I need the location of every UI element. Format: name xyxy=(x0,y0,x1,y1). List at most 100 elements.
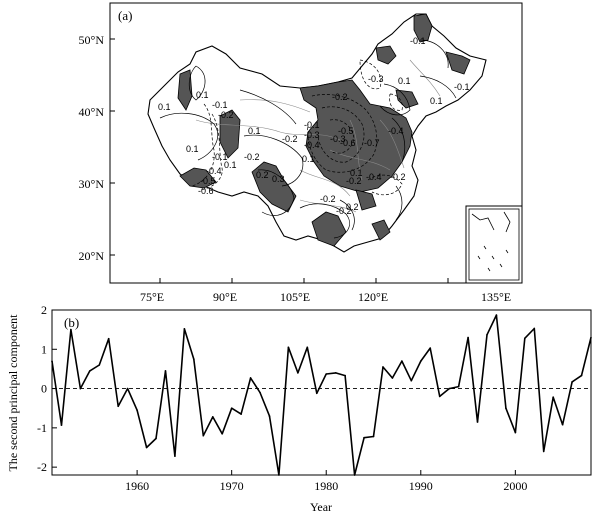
data-point xyxy=(571,381,573,383)
data-point xyxy=(590,336,592,339)
lon-tick-label: 105°E xyxy=(280,290,310,304)
x-tick-label: 1980 xyxy=(314,479,338,493)
contour-label: 0.1 xyxy=(224,160,237,170)
data-point xyxy=(344,374,346,377)
shaded-region xyxy=(299,79,413,193)
contour-line xyxy=(188,65,206,101)
data-point xyxy=(353,474,356,476)
shaded-region xyxy=(371,219,391,241)
map-lon-axis: 75°E 90°E 105°E 120°E 135°E xyxy=(140,278,511,304)
data-point xyxy=(524,337,526,340)
pc-panel: (b) -2 -1 0 1 2 1960 1970 1980 1990 2000 Year Th… xyxy=(6,303,592,514)
contour-label: 0.1 xyxy=(158,102,171,112)
shaded-region xyxy=(355,189,377,211)
data-point xyxy=(306,346,309,349)
contour-label: -0.5 xyxy=(200,176,216,186)
contour-line xyxy=(257,169,295,216)
data-point xyxy=(580,374,583,377)
contour-label: -0.4 xyxy=(206,166,222,176)
contour-label: 0.1 xyxy=(350,168,363,178)
lat-tick-label: 30°N xyxy=(79,177,105,191)
data-point xyxy=(561,423,564,426)
contour-line xyxy=(199,113,223,191)
contour-label: -0.6 xyxy=(198,186,214,196)
lat-tick-label: 40°N xyxy=(79,105,105,119)
shaded-region xyxy=(395,89,419,109)
pc2-series-points xyxy=(51,314,592,476)
data-point xyxy=(249,377,252,379)
lat-tick-label: 20°N xyxy=(79,249,105,263)
province-border xyxy=(379,119,405,169)
data-point xyxy=(126,387,129,390)
contour-line xyxy=(243,134,304,187)
province-border xyxy=(299,169,351,197)
data-point xyxy=(60,424,63,426)
data-point xyxy=(429,347,432,349)
contour-label: 0.1 xyxy=(186,144,199,154)
contour-label: -0.5 xyxy=(338,126,354,136)
data-point xyxy=(117,405,119,408)
data-point xyxy=(391,377,394,379)
lon-tick-label: 120°E xyxy=(358,290,388,304)
contour-label: -0.1 xyxy=(304,120,320,130)
data-point xyxy=(155,437,157,440)
y-tick-label: 0 xyxy=(41,382,47,396)
data-point xyxy=(193,358,195,360)
x-tick-label: 2000 xyxy=(503,479,527,493)
lon-tick-label: 75°E xyxy=(140,290,164,304)
contour-line xyxy=(391,117,406,163)
contour-label: -0.3 xyxy=(368,74,384,84)
data-point xyxy=(297,372,299,374)
contour-line xyxy=(317,106,365,163)
y-axis-label: The second principal component xyxy=(6,314,20,472)
data-point xyxy=(410,379,413,382)
y-tick-label: 1 xyxy=(41,342,47,356)
y-tick-label: 2 xyxy=(41,303,47,317)
south-china-sea-inset xyxy=(465,205,523,284)
contour-label: 0.1 xyxy=(302,154,315,164)
x-axis-label: Year xyxy=(310,500,332,514)
contour-label: 0.2 xyxy=(346,202,359,212)
data-point xyxy=(401,360,403,362)
negative-shading xyxy=(177,13,471,247)
shaded-region xyxy=(375,45,397,65)
data-point xyxy=(183,328,186,330)
data-point xyxy=(164,370,167,372)
contour-label: 0.1 xyxy=(248,126,261,136)
x-tick-label: 1960 xyxy=(125,479,149,493)
data-point xyxy=(552,396,554,399)
contour-line xyxy=(379,83,411,116)
pc2-series-line xyxy=(51,314,592,476)
data-point xyxy=(514,431,517,434)
lon-tick-label: 90°E xyxy=(213,290,237,304)
contour-label: -0.1 xyxy=(212,100,228,110)
data-point xyxy=(268,415,271,417)
shaded-region xyxy=(413,13,433,43)
data-point xyxy=(382,366,384,368)
contour-label: 0.1 xyxy=(398,76,411,86)
x-axis: 1960 1970 1980 1990 2000 xyxy=(125,470,527,493)
contour-line xyxy=(339,199,355,231)
contour-label: -0.2 xyxy=(218,110,234,120)
contour-label: -0.4 xyxy=(388,126,404,136)
contour-line xyxy=(239,89,297,125)
contour-label: -0.2 xyxy=(332,92,348,102)
data-point xyxy=(230,407,233,410)
data-point xyxy=(107,337,110,340)
data-point xyxy=(315,392,318,395)
contour-line xyxy=(367,174,403,196)
contour-label: -0.2 xyxy=(390,172,406,182)
contour-line xyxy=(419,75,457,99)
data-point xyxy=(334,372,337,374)
contour-label: -0.4 xyxy=(366,172,382,182)
contour-line xyxy=(419,39,449,69)
data-point xyxy=(438,395,441,398)
y-tick-label: -1 xyxy=(37,421,47,435)
contour-label: -0.3 xyxy=(304,130,320,140)
data-point xyxy=(495,314,498,316)
shaded-region xyxy=(445,51,471,75)
data-point xyxy=(174,455,176,457)
contour-label: 0.2 xyxy=(256,170,269,180)
data-point xyxy=(505,407,507,410)
